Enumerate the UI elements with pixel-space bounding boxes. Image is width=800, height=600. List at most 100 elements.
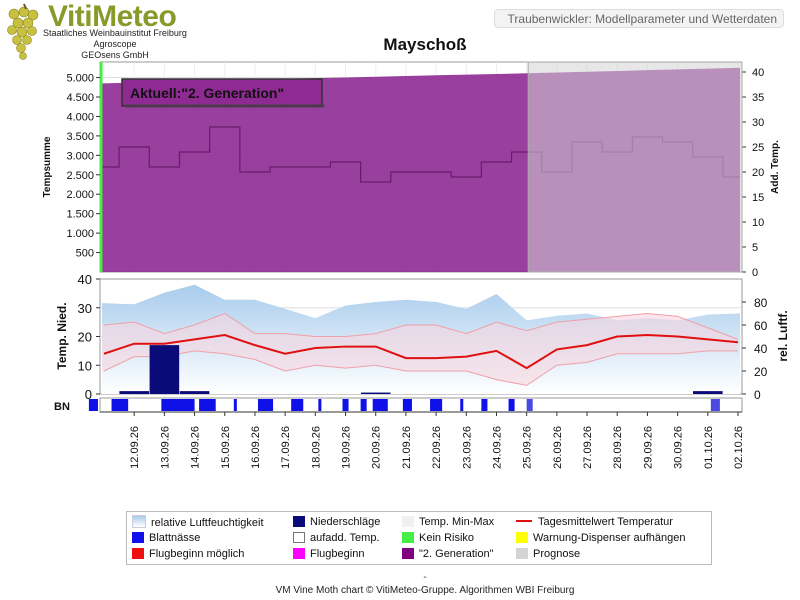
- y2-tick-label: 20: [754, 365, 768, 379]
- blattnaesse-bar: [342, 399, 349, 411]
- grape-icon: [7, 3, 39, 60]
- series-temp-max-line: [103, 312, 739, 340]
- x-tick-label: 29.09.26: [642, 426, 654, 469]
- footer-credit: VM Vine Moth chart © VitiMeteo-Gruppe. A…: [275, 585, 575, 596]
- y-tick-label: 0: [85, 387, 92, 402]
- x-tick-label: 17.09.26: [280, 426, 292, 469]
- x-tick-label: 01.10.26: [703, 426, 715, 469]
- x-tick-label: 12.09.26: [129, 426, 141, 469]
- blattnaesse-bar: [257, 399, 274, 411]
- x-tick-label: 28.09.26: [612, 426, 624, 469]
- x-tick-label: 13.09.26: [159, 426, 171, 469]
- legend-swatch: [132, 532, 144, 543]
- x-tick-label: 02.10.26: [733, 426, 745, 469]
- legend-item-aufadd-temp: aufadd. Temp.: [293, 531, 380, 545]
- legend-swatch: [132, 548, 144, 559]
- blattnaesse-bar: [460, 399, 464, 411]
- y2-axis-label: rel. Luftf.: [776, 310, 790, 361]
- y-tick-label: 500: [76, 248, 94, 260]
- legend-item-prognose: Prognose: [516, 547, 580, 561]
- y2-tick-label: 40: [754, 342, 768, 356]
- blattnaesse-panel: BN: [54, 397, 743, 413]
- blattnaesse-bar: [481, 399, 488, 411]
- legend-item-flugbeginn-moeglich: Flugbeginn möglich: [132, 547, 244, 561]
- legend-item-flugbeginn: Flugbeginn: [293, 547, 364, 561]
- legend: relative Luftfeuchtigkeit Niederschläge …: [126, 511, 712, 565]
- y-tick-label: 3.000: [66, 150, 94, 162]
- y2-tick-label: 10: [752, 217, 764, 229]
- y-tick-label: 2.500: [66, 170, 94, 182]
- precipitation-bar: [179, 391, 210, 394]
- blattnaesse-bar: [360, 399, 367, 411]
- legend-item-zweite-generation: "2. Generation": [402, 547, 493, 561]
- precipitation-bar: [360, 392, 391, 394]
- x-tick-label: 30.09.26: [673, 426, 685, 469]
- x-tick-label: 15.09.26: [220, 426, 232, 469]
- legend-item-warnung: Warnung-Dispenser aufhängen: [516, 531, 685, 545]
- y2-tick-label: 40: [752, 67, 764, 79]
- x-tick-label: 23.09.26: [461, 426, 473, 469]
- y-tick-label: 4.500: [66, 92, 94, 104]
- x-tick-label: 21.09.26: [401, 426, 413, 469]
- y2-axis-label: Add. Temp.: [770, 140, 781, 194]
- blattnaesse-bar: [88, 399, 98, 411]
- y-tick-label: 1.000: [66, 228, 94, 240]
- x-tick-label: 26.09.26: [552, 426, 564, 469]
- legend-swatch: [293, 532, 305, 543]
- y2-tick-label: 60: [754, 319, 768, 333]
- y-tick-label: 40: [78, 272, 92, 287]
- precipitation-bar: [693, 391, 723, 394]
- blattnaesse-bar: [199, 399, 216, 411]
- blattnaesse-bar: [430, 399, 443, 411]
- y-tick-label: 2.000: [66, 189, 94, 201]
- legend-swatch: [293, 548, 305, 559]
- legend-item-niederschlaege: Niederschläge: [293, 515, 380, 529]
- legend-item-tagesmittel: Tagesmittelwert Temperatur: [516, 515, 673, 529]
- annotation-shadow: [125, 104, 325, 108]
- x-tick-label: 14.09.26: [190, 426, 202, 469]
- temperature-panel: 0 10 20 30 40 0 20 40 60 80 Temp. Nied. rel. Luftf.: [55, 272, 790, 402]
- plot-background: [99, 397, 743, 413]
- y2-tick-label: 25: [752, 142, 764, 154]
- legend-swatch: [516, 532, 528, 543]
- y-tick-label: 4.000: [66, 111, 94, 123]
- logo-line-geosens: GEOsens GmbH: [81, 50, 149, 60]
- legend-item-temp-min-max: Temp. Min-Max: [402, 515, 494, 529]
- x-tick-label: 25.09.26: [522, 426, 534, 469]
- y-axis-label: Tempsumme: [42, 136, 53, 197]
- series-temp-min-line: [103, 350, 738, 386]
- legend-swatch: [402, 516, 414, 527]
- x-tick-label: 27.09.26: [582, 426, 594, 469]
- blattnaesse-bar: [372, 399, 388, 411]
- legend-swatch: [402, 532, 414, 543]
- x-tick-label: 18.09.26: [310, 426, 322, 469]
- x-tick-label: 24.09.26: [491, 426, 503, 469]
- chart-title: Mayschoß: [383, 35, 467, 54]
- series-temp-min-max-band: [102, 313, 738, 386]
- blattnaesse-bar: [291, 399, 304, 411]
- y2-tick-label: 5: [752, 242, 758, 254]
- y2-tick-label: 80: [754, 296, 768, 310]
- y-tick-label: 20: [78, 330, 92, 345]
- y-axis-label: BN: [54, 401, 70, 413]
- y2-tick-label: 20: [752, 167, 764, 179]
- legend-swatch: [516, 548, 528, 559]
- legend-swatch: [516, 520, 532, 522]
- x-tick-label: 20.09.26: [371, 426, 383, 469]
- y2-tick-label: 35: [752, 92, 764, 104]
- y-tick-label: 10: [78, 358, 92, 373]
- precipitation-bar: [149, 345, 180, 394]
- y-tick-label: 30: [78, 301, 92, 316]
- blattnaesse-bar: [508, 399, 515, 411]
- legend-swatch: [293, 516, 305, 527]
- y2-tick-label: 0: [754, 388, 761, 402]
- x-tick-label: 22.09.26: [431, 426, 443, 469]
- legend-swatch: [402, 548, 414, 559]
- blattnaesse-bar: [161, 399, 195, 411]
- x-tick-label: 19.09.26: [341, 426, 353, 469]
- x-axis: 12.09.26 13.09.26 14.09.26 15.09.26 16.09.26…: [100, 411, 745, 469]
- blattnaesse-bar: [233, 399, 237, 411]
- y2-tick-label: 0: [752, 267, 758, 279]
- series-tagesmittel-line: [103, 334, 739, 370]
